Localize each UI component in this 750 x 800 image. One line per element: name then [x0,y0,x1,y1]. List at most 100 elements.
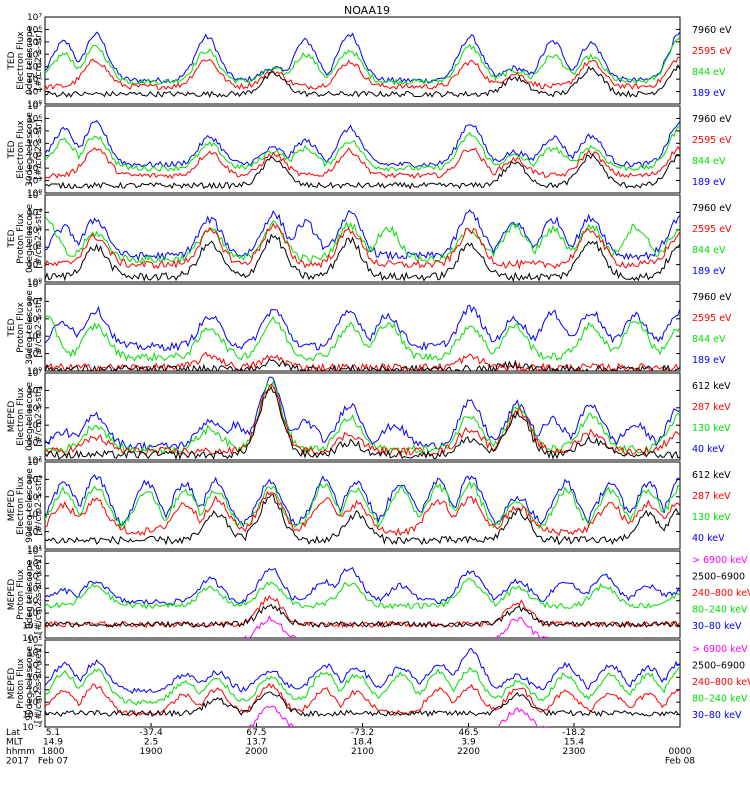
legend-label: 30–80 keV [692,621,742,632]
legend-label: 189 eV [692,355,726,366]
x-tick-label: 2200 [457,747,480,757]
y-tick-label: 10³ [27,315,42,325]
chart-panel: 10⁰ 10¹ 10² 10³ 10⁴ 10⁵ 10⁶ 10⁷ TEDElectron Flux… [7,13,732,110]
y-tick-label: 10⁴ [27,421,42,431]
x-tick-label: -37.4 [139,728,163,738]
series-line-green [45,380,680,455]
y-tick-label: 10⁰ [27,100,42,110]
series-line-red [45,145,680,180]
series-line-black [45,63,680,99]
series-line-black [45,153,680,190]
legend-label: 2595 eV [692,135,732,146]
x-tick-label: 67.5 [246,728,266,738]
legend-label: 287 keV [692,491,731,502]
series-line-green [45,666,680,706]
y-tick-label: 10⁻² [22,634,42,644]
x-tick-label: 5.1 [46,728,60,738]
series-line-red [45,222,680,271]
series-line-blue [45,209,680,262]
y-axis-label: MEPEDProton Flux90deg telescope[#/cm2-s-… [7,644,44,723]
series-line-blue [45,474,680,528]
y-tick-label: 10⁰ [27,609,42,619]
legend-label: 612 keV [692,470,731,481]
series-line-black [45,691,680,718]
legend-label: 40 keV [692,444,725,455]
legend-label: 844 eV [692,245,726,256]
x-tick-label: 14.9 [43,738,63,748]
y-tick-label: 10⁻¹ [22,622,42,632]
y-axis-label: MEPEDProton Flux0deg telescope[#/cm2-s-s… [7,555,44,634]
y-tick-label: 10⁵ [27,636,42,646]
series-line-black [45,493,680,546]
y-tick-label: 10² [27,584,42,594]
y-tick-label: 10⁶ [27,114,42,124]
y-tick-label: 10⁵ [27,280,42,290]
x-tick-label: Feb 07 [38,757,68,767]
x-tick-label: -73.2 [351,728,374,738]
y-tick-label: 10³ [27,226,42,236]
y-tick-label: 10² [27,164,42,174]
series-line-green [45,577,680,610]
y-tick-label: 10⁰ [27,367,42,377]
y-tick-label: 10⁰ [27,189,42,199]
series-line-black [45,358,680,371]
series-line-green [45,315,680,362]
series-line-red [45,490,680,537]
y-tick-label: 10⁵ [27,404,42,414]
y-tick-label: 10⁴ [27,493,42,503]
x-row-label: hhmm [6,747,35,757]
panel-frame [44,16,681,105]
x-tick-label: 3.9 [461,738,476,748]
y-tick-label: 10² [27,243,42,253]
y-tick-label: 10⁴ [27,559,42,569]
y-tick-label: 10⁰ [27,278,42,288]
x-tick-label: 2000 [245,747,268,757]
x-tick-label: Feb 08 [665,757,696,767]
y-tick-label: 10⁴ [27,648,42,658]
y-tick-label: 10² [27,75,42,85]
legend-label: 7960 eV [692,292,732,303]
panel-frame [44,105,681,194]
legend-label: 80–240 keV [692,605,748,616]
y-tick-label: 10³ [27,661,42,671]
y-tick-label: 10² [27,332,42,342]
y-tick-label: 10² [27,528,42,538]
x-tick-label: 18.4 [352,738,372,748]
y-tick-label: 10⁵ [27,191,42,201]
y-tick-label: 10¹ [27,545,42,555]
chart-panel: 10² 10³ 10⁴ 10⁵ 10⁶ 10⁷ MEPEDElectron Flux0deg… [7,369,731,466]
series-line-green [45,36,680,86]
y-tick-label: 10⁴ [27,50,42,60]
y-tick-label: 10³ [27,63,42,73]
series-line-blue [45,376,680,452]
series-line-magenta [50,614,661,638]
x-tick-label: 15.4 [564,738,584,748]
panel-frame [44,194,681,283]
y-tick-label: 10² [27,456,42,466]
y-tick-label: 10⁵ [27,475,42,485]
y-axis-label: TEDProton Flux30deg telescope[#/cm2-s-st… [7,290,44,365]
legend-label: 2595 eV [692,313,732,324]
series-line-green [45,480,680,530]
x-row-label: 2017 [6,757,29,767]
y-tick-label: 10⁷ [27,13,42,23]
series-line-red [45,682,680,717]
y-tick-label: 10¹ [27,597,42,607]
legend-label: 612 keV [692,381,731,392]
legend-label: 2500–6900 [692,661,745,672]
series-line-blue [45,648,680,695]
x-tick-label: 46.5 [459,728,479,738]
y-tick-label: 10² [27,673,42,683]
y-tick-label: 10⁴ [27,297,42,307]
chart-panel: 10⁰ 10¹ 10² 10³ 10⁴ 10⁵ TEDProton Flux0deg tel… [7,191,732,288]
y-tick-label: 10⁻² [22,723,42,733]
y-tick-label: 10³ [27,439,42,449]
legend-label: 2595 eV [692,46,732,57]
y-tick-label: 10¹ [27,261,42,271]
legend-label: > 6900 keV [692,644,748,655]
x-tick-label: 13.7 [246,738,266,748]
